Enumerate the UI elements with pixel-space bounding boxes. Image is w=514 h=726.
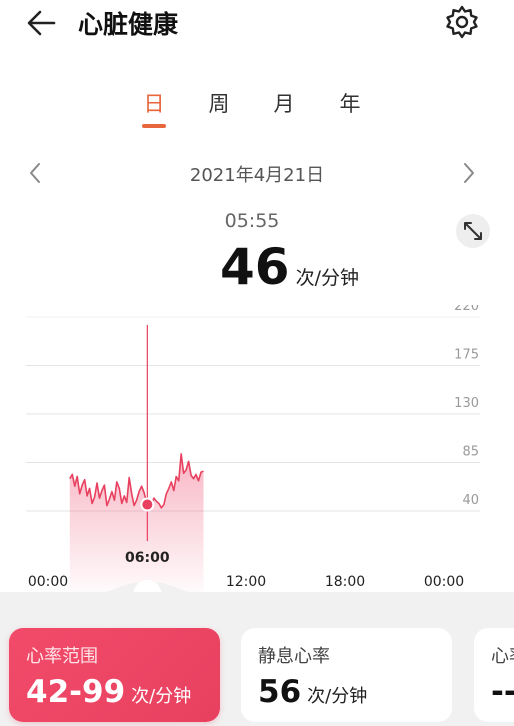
range-unit: 次/分钟 [131, 686, 192, 707]
gear-icon [446, 5, 478, 39]
active-tab-indicator [142, 124, 166, 128]
x-tick-label: 00:00 [28, 574, 68, 590]
tab-week[interactable]: 周 [208, 92, 230, 116]
range-label: 心率范围 [26, 646, 98, 667]
third-value: -- [491, 674, 514, 710]
y-axis-ticks: 220 175 130 85 40 [454, 305, 479, 508]
time-cursor-dot [140, 497, 155, 512]
x-tick-label: 18:00 [325, 574, 365, 590]
tab-day[interactable]: 日 [143, 92, 165, 116]
third-metric-card[interactable]: 心率 -- [474, 628, 514, 722]
expand-icon [464, 222, 482, 240]
resting-heart-rate-card[interactable]: 静息心率 56 次/分钟 [241, 628, 452, 722]
heart-rate-range-card[interactable]: 心率范围 42-99 次/分钟 [9, 628, 220, 722]
x-tick-label: 00:00 [424, 574, 464, 590]
chevron-right-icon [464, 163, 474, 183]
resting-value: 56 [258, 674, 302, 710]
y-tick-label: 220 [454, 305, 479, 314]
y-tick-label: 175 [454, 348, 479, 363]
heart-rate-line [69, 453, 204, 509]
tab-month[interactable]: 月 [273, 92, 295, 116]
y-tick-label: 85 [462, 445, 479, 460]
back-button[interactable] [24, 6, 60, 40]
third-label: 心率 [491, 646, 514, 667]
date-label: 2021年4月21日 [189, 165, 325, 186]
chart-gridlines [26, 316, 480, 512]
x-axis-ticks: 00:00 12:00 18:00 00:00 [28, 574, 464, 590]
settings-button[interactable] [443, 3, 481, 41]
heart-rate-unit: 次/分钟 [295, 267, 359, 289]
summary-panel: 心率范围 42-99次/分钟 静息心率 56次/分钟 心率 -- [0, 592, 514, 726]
heart-rate-area [69, 453, 204, 595]
resting-value-row: 56 次/分钟 [258, 674, 367, 710]
chevron-left-icon [30, 163, 40, 183]
x-tick-label: 12:00 [226, 574, 266, 590]
cursor-time-label: 06:00 [125, 550, 170, 566]
third-value-row: -- [491, 674, 514, 710]
resting-label: 静息心率 [258, 646, 330, 667]
heart-rate-chart[interactable]: 220 175 130 85 40 06:00 00:00 12:00 18:00 00:00 [0, 305, 514, 610]
range-value-row: 42-99 次/分钟 [26, 674, 191, 710]
expand-chart-button[interactable] [456, 214, 490, 248]
resting-unit: 次/分钟 [307, 686, 368, 707]
tab-year[interactable]: 年 [339, 92, 361, 116]
y-tick-label: 40 [462, 493, 479, 508]
range-value: 42-99 [26, 674, 126, 710]
next-date-button[interactable] [458, 160, 480, 186]
arrow-left-icon [27, 10, 56, 36]
previous-date-button[interactable] [24, 160, 46, 186]
app-header: 心脏健康 [0, 0, 514, 46]
heart-rate-reading: 46 次/分钟 [220, 238, 359, 300]
y-tick-label: 130 [454, 396, 479, 411]
date-navigator: 2021年4月21日 [0, 158, 514, 188]
heart-rate-value: 46 [220, 238, 290, 296]
page-title: 心脏健康 [78, 10, 179, 39]
period-tabs: 日 周 月 年 [0, 88, 514, 132]
reading-time: 05:55 [224, 210, 280, 232]
